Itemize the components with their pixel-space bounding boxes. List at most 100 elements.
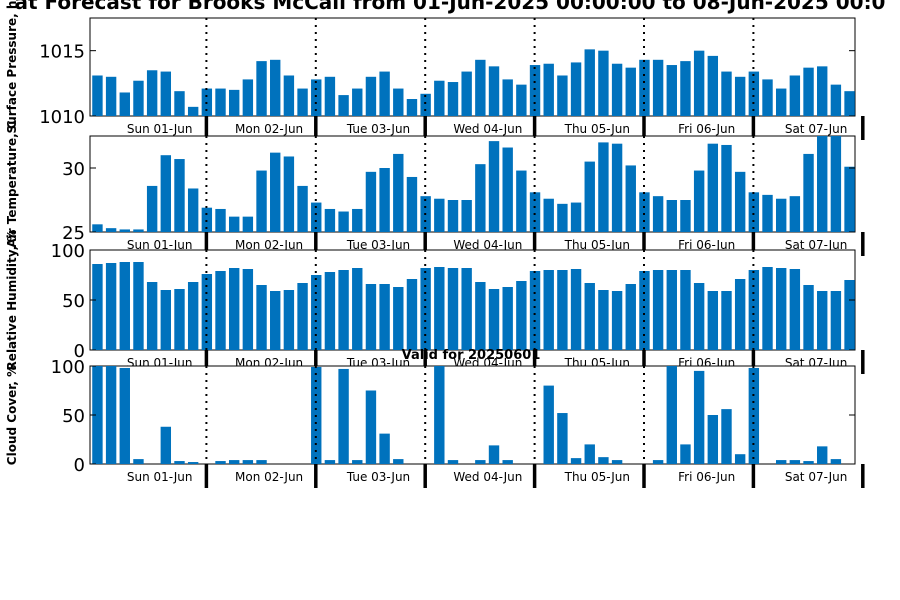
data-bar	[447, 460, 459, 464]
data-bar	[365, 284, 377, 350]
data-bar	[516, 84, 527, 116]
data-bar	[352, 268, 363, 350]
data-bar	[174, 461, 185, 464]
data-bar	[570, 269, 582, 350]
data-bar	[146, 282, 158, 350]
x-day-label: Tue 03-Jun	[346, 122, 410, 136]
data-bar	[502, 147, 513, 232]
data-bar	[133, 229, 144, 232]
data-bar	[721, 144, 732, 232]
data-bar	[406, 99, 418, 116]
data-bar	[393, 287, 404, 350]
data-bar	[844, 166, 855, 232]
data-bar	[256, 61, 267, 116]
data-bar	[557, 75, 568, 116]
data-bar	[420, 268, 431, 350]
data-bar	[707, 143, 719, 232]
data-bar	[789, 75, 801, 116]
data-bar	[379, 71, 390, 116]
data-bar	[160, 426, 172, 464]
data-bar	[133, 80, 144, 116]
data-bar	[393, 88, 404, 116]
data-bar	[584, 283, 595, 350]
data-bar	[748, 270, 760, 350]
data-bar	[570, 458, 582, 464]
data-bar	[393, 153, 404, 232]
data-bar	[502, 79, 513, 116]
data-bar	[817, 136, 828, 232]
data-bar	[543, 270, 554, 350]
data-bar	[803, 153, 814, 232]
data-bar	[734, 171, 746, 232]
data-bar	[338, 368, 349, 464]
data-bar	[707, 291, 719, 350]
data-bar	[365, 76, 377, 116]
data-bar	[817, 66, 828, 116]
data-bar	[242, 216, 254, 232]
data-bar	[228, 460, 240, 464]
data-bar	[297, 283, 308, 350]
data-bar	[543, 198, 554, 232]
y-tick-label: 0	[74, 455, 85, 476]
data-bar	[447, 268, 459, 350]
data-bar	[639, 59, 650, 116]
data-bar	[652, 460, 664, 464]
data-bar	[775, 88, 787, 116]
data-bar	[488, 66, 500, 116]
chart-panels: 1010 1015 Sun 01-Jun Mon 02-Jun Tue 03-Jun We…	[5, 1, 865, 488]
data-bar	[146, 185, 158, 232]
y-tick-label: 1015	[39, 42, 85, 63]
data-bar	[680, 444, 691, 464]
data-bar	[174, 91, 185, 116]
data-bar	[611, 460, 623, 464]
data-bar	[639, 271, 650, 350]
data-bar	[133, 262, 144, 350]
data-bar	[639, 192, 650, 232]
data-bar	[584, 161, 595, 232]
data-bar	[461, 71, 472, 116]
data-bar	[598, 457, 609, 464]
data-bar	[228, 216, 240, 232]
data-bar	[570, 62, 582, 116]
data-bar	[693, 170, 705, 232]
data-bar	[830, 84, 842, 116]
data-bar	[406, 176, 418, 232]
data-bar	[475, 164, 486, 232]
x-day-label: Thu 05-Jun	[564, 238, 630, 252]
figure-title: at Forecast for Brooks McCall from 01-Ju…	[15, 0, 886, 14]
x-day-label: Fri 06-Jun	[678, 470, 735, 484]
x-day-label: Wed 04-Jun	[453, 122, 522, 136]
data-bar	[516, 170, 527, 232]
data-bar	[543, 385, 554, 464]
data-bar	[666, 65, 677, 116]
data-bar	[324, 76, 336, 116]
data-bar	[488, 141, 500, 232]
data-bar	[338, 270, 349, 350]
data-bar	[256, 285, 267, 350]
data-bar	[734, 279, 746, 350]
data-bar	[283, 75, 295, 116]
data-bar	[434, 80, 445, 116]
data-bar	[775, 460, 787, 464]
data-bar	[693, 50, 705, 116]
data-bar	[187, 462, 199, 464]
y-axis-label: Cloud Cover, %	[5, 365, 19, 465]
data-bar	[420, 93, 431, 116]
data-bar	[324, 208, 336, 232]
data-bar	[488, 289, 500, 350]
data-bar	[830, 459, 842, 464]
data-bar	[379, 168, 390, 232]
data-bar	[174, 159, 185, 232]
data-bar	[475, 282, 486, 350]
data-bar	[475, 59, 486, 116]
data-bar	[201, 274, 213, 350]
data-bar	[187, 282, 199, 350]
x-day-label: Mon 02-Jun	[235, 122, 303, 136]
data-bar	[611, 63, 623, 116]
x-day-label: Sat 07-Jun	[785, 470, 848, 484]
data-bar	[543, 63, 554, 116]
data-bar	[133, 459, 144, 464]
data-bar	[762, 267, 773, 350]
data-bar	[297, 185, 308, 232]
data-bar	[160, 290, 172, 350]
